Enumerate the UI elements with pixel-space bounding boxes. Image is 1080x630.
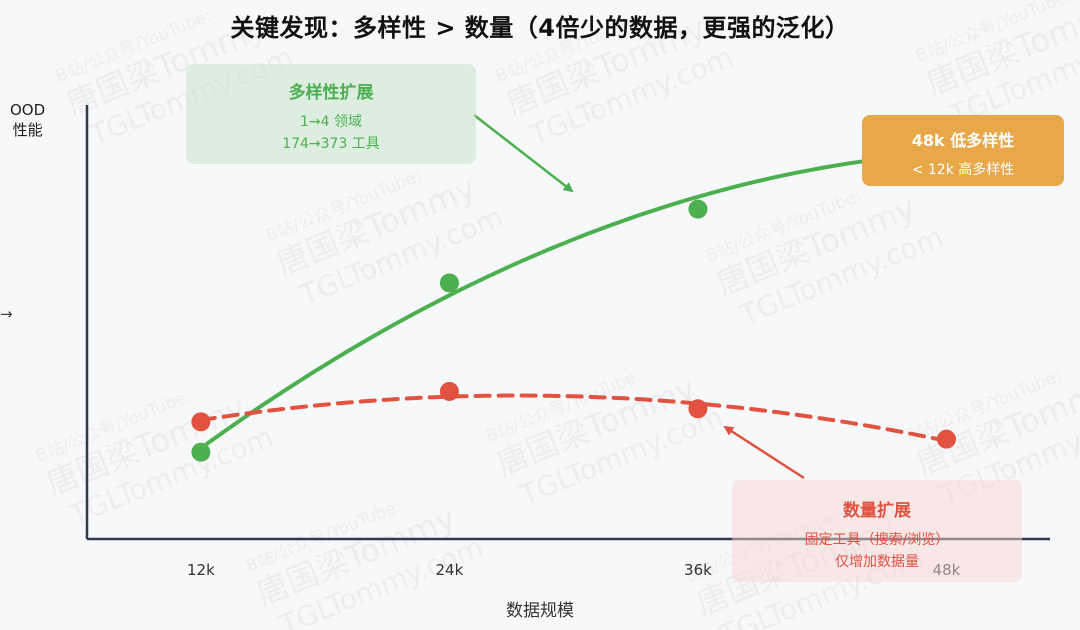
x-axis-label: 数据规模 (506, 601, 574, 621)
quantity-annotation-heading: 数量扩展 (843, 501, 911, 521)
diversity-point-24k (439, 273, 459, 293)
y-axis-label-line-1: OOD (10, 101, 46, 119)
diversity-point-36k (688, 199, 708, 219)
quantity-point-48k (936, 429, 956, 449)
y-axis-label: OOD 性能 (10, 100, 45, 140)
diversity-annotation-heading: 多样性扩展 (288, 83, 374, 103)
y-axis-label-line-2: 性能 (12, 121, 43, 139)
diversity-arrow (473, 114, 574, 193)
x-tick-24k: 24k (436, 561, 464, 579)
comparison-badge-heading: 48k 低多样性 (911, 131, 1015, 150)
quantity-annotation: 数量扩展 固定工具（搜索/浏览） 仅增加数据量 (732, 480, 1022, 582)
comparison-badge-line: < 12k 高多样性 (911, 162, 1015, 178)
quantity-annotation-line-2: 仅增加数据量 (835, 554, 919, 570)
diversity-point-12k (191, 442, 211, 462)
comparison-badge: 48k 低多样性 < 12k 高多样性 (862, 115, 1064, 186)
quantity-annotation-line-1: 固定工具（搜索/浏览） (804, 532, 950, 548)
quantity-point-36k (688, 399, 708, 419)
diversity-annotation-line-2: 174→373 工具 (282, 136, 380, 152)
quantity-point-12k (191, 412, 211, 432)
quantity-trend-line (198, 393, 949, 443)
x-tick-36k: 36k (684, 561, 712, 579)
diversity-trend-line (198, 150, 949, 451)
x-tick-12k: 12k (187, 561, 215, 579)
diversity-annotation-line-1: 1→4 领域 (300, 114, 362, 130)
chart-title: 关键发现：多样性 > 数量（4倍少的数据，更强的泛化） (230, 14, 850, 42)
quantity-arrow (723, 425, 805, 480)
diversity-annotation: 多样性扩展 1→4 领域 174→373 工具 (186, 64, 476, 164)
stray-arrow-glyph: → (0, 305, 13, 323)
series-layer (191, 138, 956, 462)
quantity-point-24k (439, 381, 459, 401)
